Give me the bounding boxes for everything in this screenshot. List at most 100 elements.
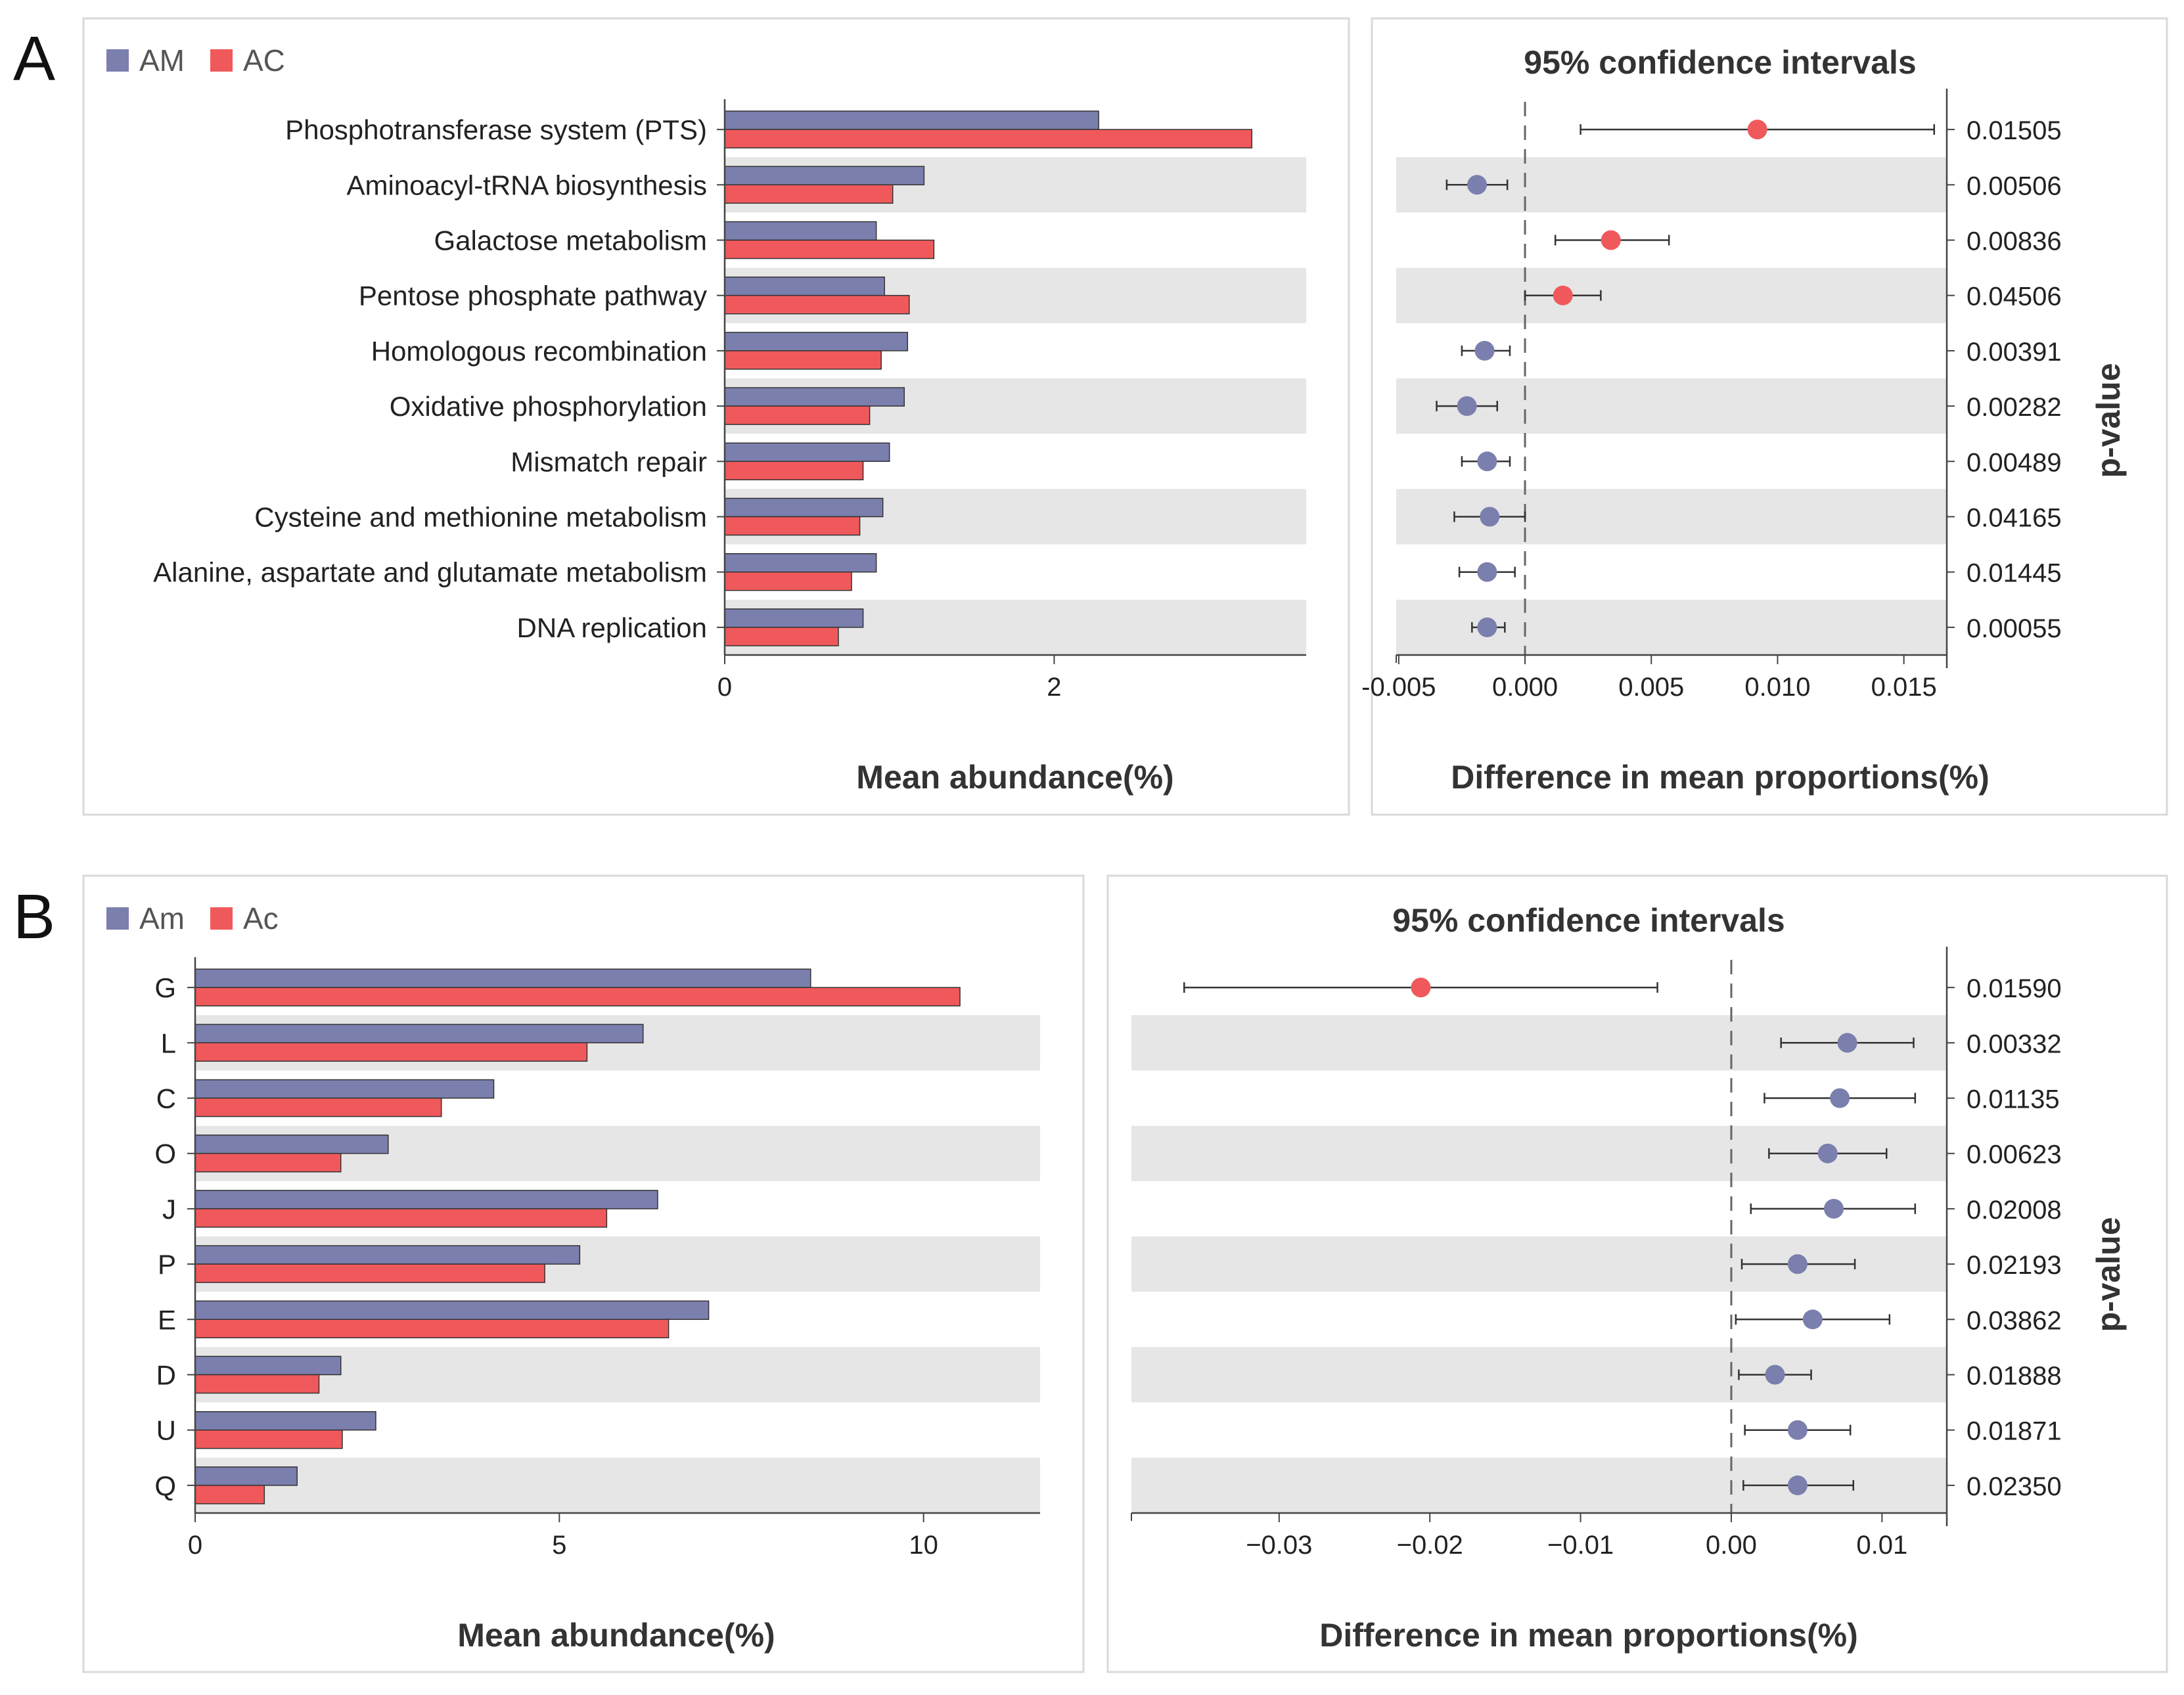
panel-b-ci-estimate-point [1787, 1420, 1808, 1440]
panel-b-ci-estimate-point [1787, 1475, 1808, 1495]
panel-a-ci-p-value-label: 0.04506 [1967, 282, 2062, 311]
panel-a-ci-estimate-point [1474, 340, 1495, 361]
panel-b-bar-am [194, 1466, 298, 1486]
panel-b-ci-xlabel: Difference in mean proportions(%) [1319, 1617, 1858, 1654]
panel-a-category-label: Phosphotransferase system (PTS) [285, 114, 707, 145]
panel-a-ci-p-value-label: 0.00282 [1967, 393, 2062, 422]
panel-b-bar-am [194, 1079, 495, 1099]
panel-a-ci-x-tick-label: 0.000 [1492, 673, 1558, 702]
panel-a-ci-estimate-point [1477, 562, 1497, 582]
panel-b-bar-ac [194, 1374, 320, 1394]
panel-b-ci-x-tick-label: −0.03 [1246, 1531, 1312, 1560]
panel-b-category-label: P [158, 1249, 176, 1280]
panel-b-ci-estimate-point [1765, 1365, 1785, 1385]
panel-b-bar-am [194, 1300, 710, 1321]
panel-a-ci-estimate-point [1553, 285, 1573, 305]
panel-a-legend-label-1: AM [139, 43, 185, 78]
panel-a-bar-ac [724, 350, 882, 370]
panel-a-bar-ac [724, 294, 910, 315]
panel-a-bar-ac [724, 627, 839, 646]
panel-b-ci-p-value-label: 0.01590 [1967, 974, 2062, 1003]
panel-a-ci-title: 95% confidence intervals [1524, 44, 1916, 81]
panel-a-bar-ac [724, 461, 864, 481]
panel-a-ci-x-tick-label: 0.005 [1618, 673, 1684, 702]
panel-b-category-label: D [156, 1360, 176, 1391]
panel-b-bar-am [194, 1355, 342, 1376]
panel-b-ci-estimate-point [1411, 978, 1431, 998]
panel-a-ci-x-tick-label: 0.010 [1744, 673, 1810, 702]
panel-b-bar-ac [194, 1097, 442, 1118]
panel-a-legend-swatch-2 [210, 49, 233, 72]
panel-a-ci-p-value-label: 0.04165 [1967, 504, 2062, 533]
panel-b-bar-am [194, 1190, 658, 1209]
panel-a-bar-am [724, 553, 877, 573]
panel-a-category-label: Mismatch repair [511, 446, 707, 477]
panel-b-x-tick-label: 10 [909, 1531, 938, 1560]
panel-a-x-tick-label: 0 [717, 673, 732, 702]
panel-a-legend-swatch-1 [106, 49, 129, 72]
panel-a-ci-p-value-label: 0.00055 [1967, 614, 2062, 643]
panel-b-ci-x-tick-label: −0.02 [1397, 1531, 1463, 1560]
panel-a-category-label: Galactose metabolism [434, 225, 707, 256]
panel-b-legend-label-2: Ac [243, 901, 279, 936]
panel-a-category-label: Cysteine and methionine metabolism [254, 502, 707, 533]
panel-a-bar-ac [724, 239, 935, 260]
panel-b-bar-ac [194, 1208, 608, 1228]
panel-a-bar-am [724, 387, 905, 407]
panel-a-bar-am [724, 110, 1099, 130]
panel-label-b: B [13, 882, 55, 952]
panel-b-category-label: C [156, 1083, 176, 1114]
panel-a-bar-xlabel: Mean abundance(%) [856, 759, 1173, 796]
panel-a-ci-estimate-point [1477, 451, 1497, 472]
panel-a-ci-estimate-point [1601, 230, 1621, 250]
panel-b-category-label: U [156, 1415, 176, 1446]
panel-a-category-label: Homologous recombination [371, 336, 707, 367]
panel-b-legend-swatch-1 [106, 907, 129, 930]
panel-a-ci-row-band [1396, 267, 1947, 323]
panel-b-ci-x-tick-label: −0.01 [1547, 1531, 1614, 1560]
panel-b-bar-ac [194, 987, 961, 1006]
panel-b-ci-ylabel: p-value [2090, 1217, 2127, 1332]
panel-a-bar-am [724, 497, 884, 518]
panel-b-ci-x-tick-label: 0.00 [1706, 1531, 1757, 1560]
panel-b-bar-ac [194, 1429, 343, 1449]
panel-a-bar-am [724, 221, 877, 241]
panel-b-ci-p-value-label: 0.01871 [1967, 1417, 2062, 1446]
panel-a-category-label: Oxidative phosphorylation [390, 391, 707, 422]
panel-b-ci-title: 95% confidence intervals [1392, 902, 1785, 939]
panel-b-ci-estimate-point [1817, 1143, 1838, 1164]
panel-b-bar-ac [194, 1042, 588, 1062]
panel-b-category-label: L [161, 1028, 176, 1058]
panel-b-bar-am [194, 1411, 376, 1431]
panel-a-ci-p-value-label: 0.00489 [1967, 448, 2062, 477]
panel-b-ci-p-value-label: 0.02008 [1967, 1196, 2062, 1225]
panel-a-ci-p-value-label: 0.01445 [1967, 559, 2062, 588]
panel-a-ci-estimate-point [1477, 617, 1497, 637]
panel-b-x-tick-label: 5 [552, 1531, 566, 1560]
panel-a-ci-estimate-point [1467, 175, 1488, 195]
panel-a-ci-p-value-label: 0.00506 [1967, 171, 2062, 200]
panel-a-bar-am [724, 332, 909, 351]
panel-a-x-tick-label: 2 [1047, 673, 1061, 702]
panel-a-bar-ac [724, 571, 852, 591]
panel-b-ci-estimate-point [1802, 1309, 1823, 1330]
panel-b-bar-am [194, 1134, 389, 1154]
panel-a-ci-estimate-point [1747, 120, 1767, 140]
panel-b-bar-ac [194, 1152, 342, 1173]
panel-b-ci-p-value-label: 0.00623 [1967, 1141, 2062, 1169]
panel-b-legend-label-1: Am [139, 901, 185, 936]
panel-b-category-label: G [154, 972, 176, 1003]
panel-b-x-tick-label: 0 [188, 1531, 202, 1560]
panel-b-category-label: O [154, 1139, 176, 1169]
panel-b-bar-xlabel: Mean abundance(%) [457, 1617, 775, 1654]
panel-a-ci-x-tick-label: 0.015 [1871, 673, 1937, 702]
panel-a-bar-am [724, 276, 885, 296]
panel-a-bar-ac [724, 516, 861, 536]
panel-a-category-label: Alanine, aspartate and glutamate metabol… [153, 557, 707, 588]
panel-a-ci-xlabel: Difference in mean proportions(%) [1451, 759, 1990, 796]
panel-a-bar-am [724, 608, 864, 628]
panel-b-ci-p-value-label: 0.02350 [1967, 1472, 2062, 1501]
panel-b-ci-p-value-label: 0.01135 [1967, 1085, 2060, 1114]
